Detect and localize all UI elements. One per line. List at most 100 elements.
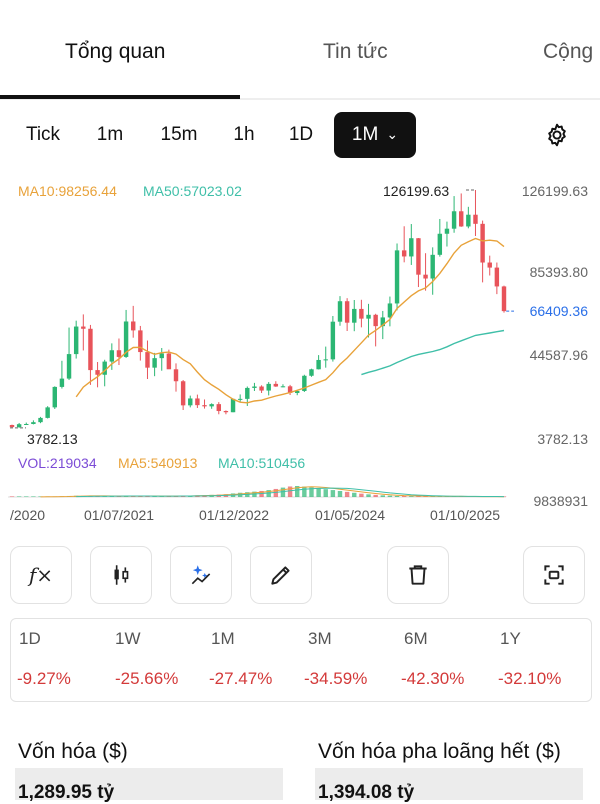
- volume-bar: [280, 487, 286, 497]
- candle-body: [230, 398, 236, 413]
- volume-bar: [330, 490, 336, 497]
- timeframe-1m[interactable]: 1m: [96, 124, 124, 145]
- y-tick-label: 126199.63: [521, 183, 588, 199]
- volume-bar: [344, 491, 350, 497]
- perf-value-1m: -27.47%: [209, 669, 273, 688]
- vol-ma5-legend: MA5:540913: [118, 455, 198, 471]
- price-chart[interactable]: [0, 170, 600, 508]
- volume-bar: [373, 494, 378, 497]
- volume-bar: [9, 496, 15, 497]
- volume-bar: [16, 496, 22, 497]
- candle-body: [16, 424, 22, 428]
- volume-bar: [302, 486, 307, 497]
- fdv-title: Vốn hóa pha loãng hết ($): [318, 740, 561, 763]
- drawing-tool-button[interactable]: [250, 546, 312, 604]
- candle-body: [480, 223, 485, 263]
- delete-drawings-button[interactable]: [387, 546, 449, 604]
- candle-body: [487, 262, 492, 268]
- candle-body: [166, 353, 172, 370]
- candle-body: [266, 383, 271, 391]
- candle-body: [131, 321, 136, 331]
- candle-body: [423, 274, 428, 279]
- candle-body: [330, 321, 336, 360]
- candle-body: [302, 375, 307, 391]
- candle-body: [24, 423, 29, 425]
- perf-value-1d: -9.27%: [17, 669, 71, 688]
- timeframe-15m[interactable]: 15m: [160, 124, 198, 145]
- candle-body: [444, 228, 450, 234]
- perf-label-1m: 1M: [211, 629, 235, 648]
- perf-label-3m: 3M: [308, 629, 332, 648]
- performance-table: 1D -9.27% 1W -25.66% 1M -27.47% 3M -34.5…: [10, 618, 592, 702]
- volume-bar: [266, 490, 271, 497]
- candle-body: [209, 404, 214, 407]
- screenshot-icon: [544, 565, 564, 585]
- volume-bar: [295, 486, 300, 497]
- candle-body: [66, 354, 72, 379]
- candle-body: [138, 330, 143, 353]
- chart-toolbar: f×: [0, 546, 600, 606]
- volume-bar: [380, 495, 385, 497]
- perf-label-6m: 6M: [404, 629, 428, 648]
- candle-body: [430, 254, 435, 279]
- tab-community[interactable]: Cộng: [543, 40, 594, 63]
- indicators-button[interactable]: f×: [10, 546, 72, 604]
- volume-tick-label: 9838931: [533, 493, 588, 509]
- candle-body: [188, 398, 193, 406]
- candle-body: [9, 424, 15, 428]
- timeframe-1M-dropdown[interactable]: 1M ⌄: [334, 112, 416, 158]
- candle-body: [401, 250, 407, 257]
- market-cap-box: [15, 768, 283, 800]
- candle-body: [394, 250, 400, 304]
- candle-body: [501, 286, 507, 312]
- candlestick-icon: [114, 565, 129, 585]
- x-tick-label: /2020: [10, 507, 46, 523]
- market-cap-title: Vốn hóa ($): [18, 740, 128, 763]
- candle-body: [387, 303, 393, 318]
- volume-bar: [401, 496, 407, 497]
- perf-value-6m: -42.30%: [401, 669, 465, 688]
- candle-body: [473, 214, 478, 224]
- gear-icon[interactable]: [544, 122, 570, 148]
- volume-bar: [394, 495, 400, 497]
- ai-analysis-button[interactable]: [170, 546, 232, 604]
- candle-body: [252, 386, 257, 388]
- candle-body: [280, 386, 286, 388]
- candle-body: [494, 267, 500, 287]
- volume-bar: [159, 496, 164, 497]
- candle-body: [466, 214, 471, 227]
- timeframe-1d[interactable]: 1D: [288, 124, 314, 145]
- candle-body: [116, 350, 122, 357]
- volume-bar: [366, 494, 371, 497]
- x-tick-label: 01/07/2021: [84, 507, 155, 523]
- timeframe-1h[interactable]: 1h: [233, 124, 255, 145]
- x-tick-label: 01/05/2024: [315, 507, 386, 523]
- tab-news[interactable]: Tin tức: [323, 40, 388, 63]
- ma50-legend: MA50:57023.02: [143, 183, 242, 199]
- volume-bar: [387, 495, 393, 497]
- current-price-label: 66409.36: [529, 303, 588, 319]
- screenshot-button[interactable]: [523, 546, 585, 604]
- volume-bar: [316, 488, 321, 497]
- vol-ma10-legend: MA10:510456: [218, 455, 306, 471]
- candle-body: [380, 317, 385, 327]
- candle-body: [437, 233, 443, 255]
- candle-body: [123, 321, 129, 357]
- chart-type-button[interactable]: [90, 546, 152, 604]
- volume-bar: [287, 486, 293, 497]
- volume-bar: [416, 496, 421, 497]
- ai-sparkle-icon: [191, 565, 211, 585]
- trash-icon: [409, 565, 427, 585]
- candle-body: [95, 370, 100, 375]
- candle-body: [180, 381, 186, 406]
- candle-body: [295, 390, 300, 393]
- volume-bar: [337, 490, 343, 497]
- timeframe-tick[interactable]: Tick: [25, 124, 61, 145]
- timeframe-selector: Tick 1m 15m 1h 1D 1M ⌄: [0, 112, 600, 158]
- candle-body: [359, 308, 364, 319]
- candle-body: [73, 326, 79, 355]
- candle-body: [59, 378, 65, 387]
- perf-value-1w: -25.66%: [115, 669, 179, 688]
- tab-overview[interactable]: Tổng quan: [65, 40, 166, 63]
- candle-body: [287, 386, 293, 393]
